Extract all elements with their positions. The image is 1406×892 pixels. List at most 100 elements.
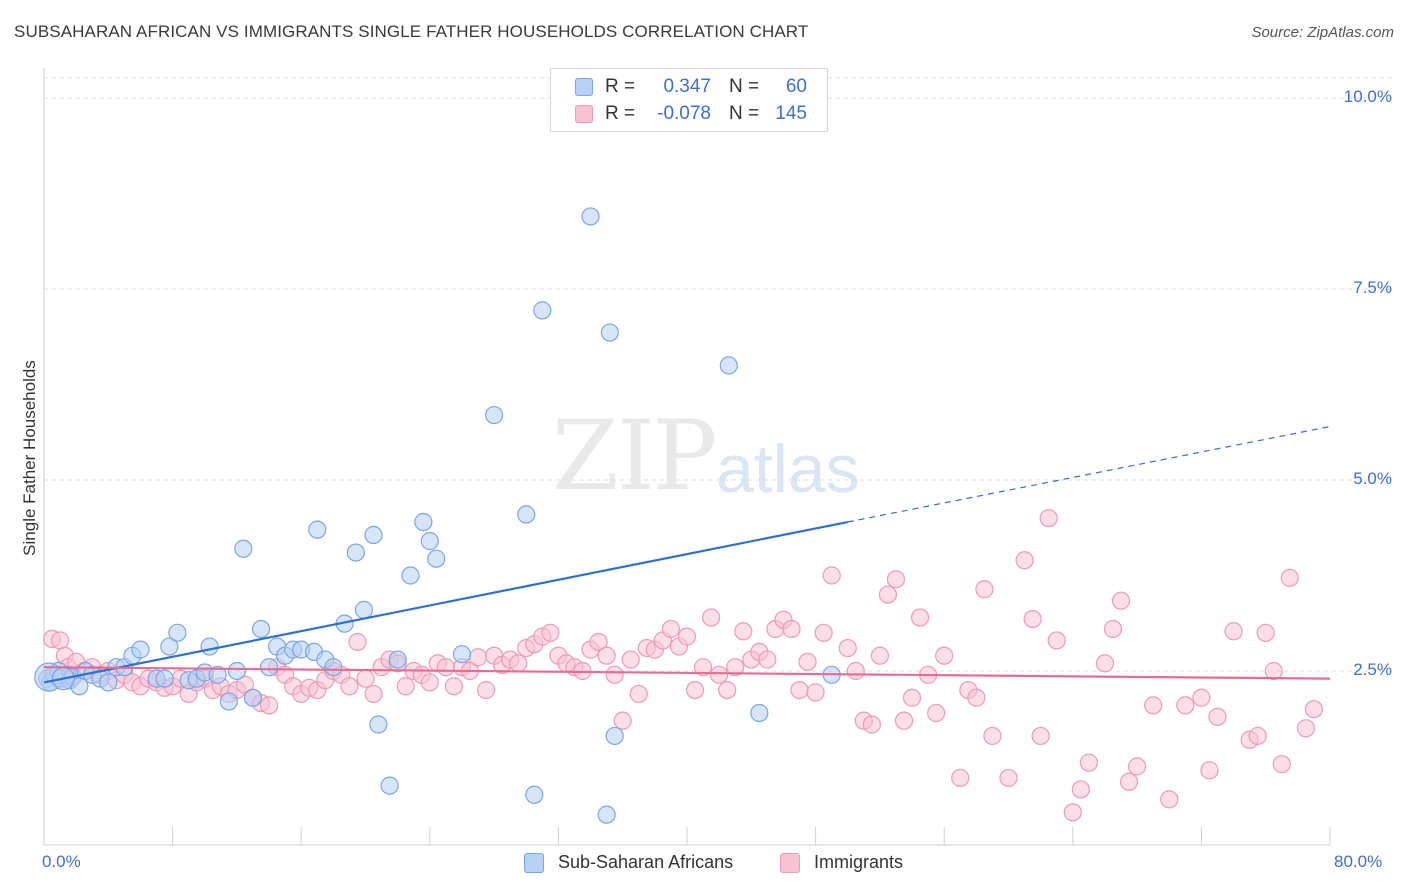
point-sub-saharan	[427, 549, 446, 568]
point-immigrants	[1256, 623, 1275, 642]
point-immigrants	[1015, 551, 1034, 570]
point-immigrants	[870, 646, 890, 665]
legend-item-immigrants: Immigrants	[780, 852, 903, 873]
point-immigrants	[661, 619, 681, 639]
point-immigrants	[1103, 619, 1123, 639]
point-immigrants	[710, 665, 729, 684]
point-sub-saharan	[364, 525, 383, 545]
point-sub-saharan	[234, 539, 253, 558]
point-immigrants	[798, 652, 817, 671]
point-immigrants	[1224, 622, 1243, 641]
point-immigrants	[629, 684, 648, 704]
point-immigrants	[718, 680, 737, 700]
point-immigrants	[927, 703, 946, 723]
trend-line-immigrants	[43, 666, 1331, 680]
point-sub-saharan	[324, 658, 343, 677]
correlation-legend: R = 0.347 N = 60 R = -0.078 N = 145	[550, 68, 828, 132]
r-value: -0.078	[657, 103, 711, 124]
point-immigrants	[259, 696, 279, 715]
point-immigrants	[1031, 726, 1050, 746]
point-immigrants	[814, 623, 833, 642]
y-tick-label-7.5: 7.5%	[1353, 278, 1392, 297]
point-sub-saharan	[485, 405, 504, 425]
blue-swatch	[524, 852, 544, 873]
y-axis-label: Single Father Households	[20, 360, 39, 556]
source-credit: Source: ZipAtlas.com	[1251, 24, 1394, 41]
point-immigrants	[790, 680, 809, 700]
point-immigrants	[1111, 591, 1131, 610]
blue-swatch	[575, 78, 593, 96]
point-immigrants	[396, 677, 415, 696]
point-immigrants	[1304, 700, 1324, 719]
watermark-atlas: atlas	[716, 431, 860, 507]
point-immigrants	[1127, 757, 1147, 776]
point-sub-saharan	[251, 619, 271, 639]
point-immigrants	[509, 654, 528, 673]
point-sub-saharan	[719, 356, 738, 375]
legend-row-blue: R = 0.347 N = 60	[575, 76, 807, 98]
point-sub-saharan	[200, 637, 219, 656]
point-sub-saharan	[533, 301, 552, 320]
point-immigrants	[541, 623, 560, 642]
trend-line-sub-saharan-extension	[847, 425, 1331, 523]
point-immigrants	[1039, 509, 1058, 528]
point-immigrants	[1095, 654, 1115, 673]
point-immigrants	[822, 566, 841, 585]
point-sub-saharan	[380, 776, 399, 795]
point-sub-saharan	[525, 785, 544, 804]
point-immigrants	[1063, 803, 1082, 822]
point-immigrants	[1280, 568, 1299, 587]
legend-row-pink: R = -0.078 N = 145	[575, 103, 807, 125]
legend-label: Immigrants	[814, 852, 904, 872]
point-immigrants	[1079, 753, 1098, 772]
point-immigrants	[999, 768, 1018, 788]
point-immigrants	[420, 673, 439, 692]
point-sub-saharan	[168, 623, 187, 642]
point-sub-saharan	[208, 665, 227, 684]
point-immigrants	[597, 646, 616, 665]
pink-swatch	[780, 852, 800, 873]
point-sub-saharan	[227, 661, 246, 681]
point-immigrants	[886, 570, 906, 589]
point-immigrants	[1144, 696, 1163, 715]
axes	[43, 68, 1331, 846]
point-immigrants	[1192, 688, 1211, 707]
point-sub-saharan	[401, 566, 420, 585]
point-immigrants	[1200, 761, 1219, 780]
point-sub-saharan	[452, 645, 472, 664]
point-immigrants	[1160, 790, 1179, 809]
point-sub-saharan	[155, 669, 174, 688]
n-value: 145	[775, 103, 807, 124]
point-immigrants	[436, 658, 455, 677]
point-immigrants	[1176, 696, 1195, 715]
x-tick-label-max: 80.0%	[1334, 852, 1383, 871]
point-immigrants	[693, 658, 713, 677]
point-immigrants	[1047, 631, 1066, 650]
watermark-zip: ZIP	[552, 400, 717, 512]
point-immigrants	[983, 726, 1002, 746]
point-sub-saharan	[160, 637, 179, 656]
n-value: 60	[785, 76, 807, 97]
point-immigrants	[1208, 707, 1227, 726]
point-immigrants	[806, 683, 825, 702]
point-immigrants	[726, 658, 745, 677]
point-sub-saharan	[219, 692, 238, 711]
point-immigrants	[902, 688, 922, 707]
point-immigrants	[951, 768, 970, 788]
point-sub-saharan	[99, 673, 118, 692]
point-sub-saharan	[597, 805, 616, 824]
point-immigrants	[235, 675, 255, 694]
point-sub-saharan	[420, 532, 439, 551]
point-sub-saharan	[369, 715, 388, 734]
point-immigrants	[702, 608, 721, 627]
chart-title: SUBSAHARAN AFRICAN VS IMMIGRANTS SINGLE …	[14, 22, 809, 41]
point-immigrants	[677, 627, 697, 646]
point-immigrants	[758, 650, 777, 669]
point-immigrants	[476, 680, 496, 700]
legend-label: Sub-Saharan Africans	[558, 852, 734, 872]
point-immigrants	[613, 711, 632, 730]
point-immigrants	[1272, 755, 1291, 774]
point-immigrants	[838, 638, 857, 658]
point-immigrants	[348, 632, 367, 652]
